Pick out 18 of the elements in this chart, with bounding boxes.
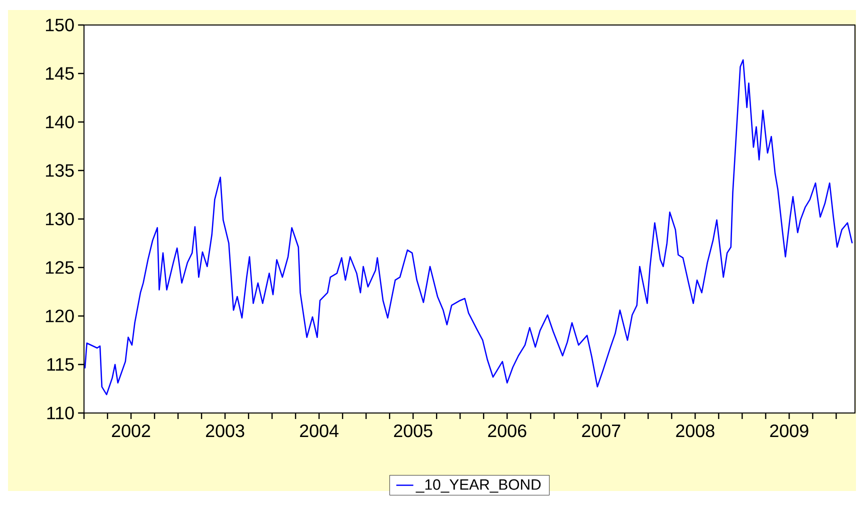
y-tick-label: 125 (46, 261, 74, 274)
y-tick-label: 145 (46, 67, 74, 80)
legend-label: _10_YEAR_BOND (416, 479, 541, 493)
x-tick-label: 2007 (582, 424, 620, 438)
x-tick-label: 2004 (300, 424, 338, 438)
y-tick-label: 140 (46, 116, 74, 128)
x-tick-label: 2003 (206, 424, 244, 438)
y-tick-label: 135 (46, 164, 74, 177)
y-tick-label: 115 (47, 358, 74, 371)
x-tick-label: 2008 (676, 424, 714, 438)
x-tick-label: 2009 (770, 424, 808, 438)
y-tick-label: 120 (46, 310, 74, 322)
y-tick-label: 110 (47, 406, 74, 420)
x-tick-label: 2002 (112, 424, 150, 438)
y-tick-label: 150 (46, 18, 74, 32)
x-tick-label: 2006 (488, 424, 526, 438)
x-tick-label: 2005 (394, 424, 432, 438)
y-tick-label: 130 (46, 212, 74, 226)
